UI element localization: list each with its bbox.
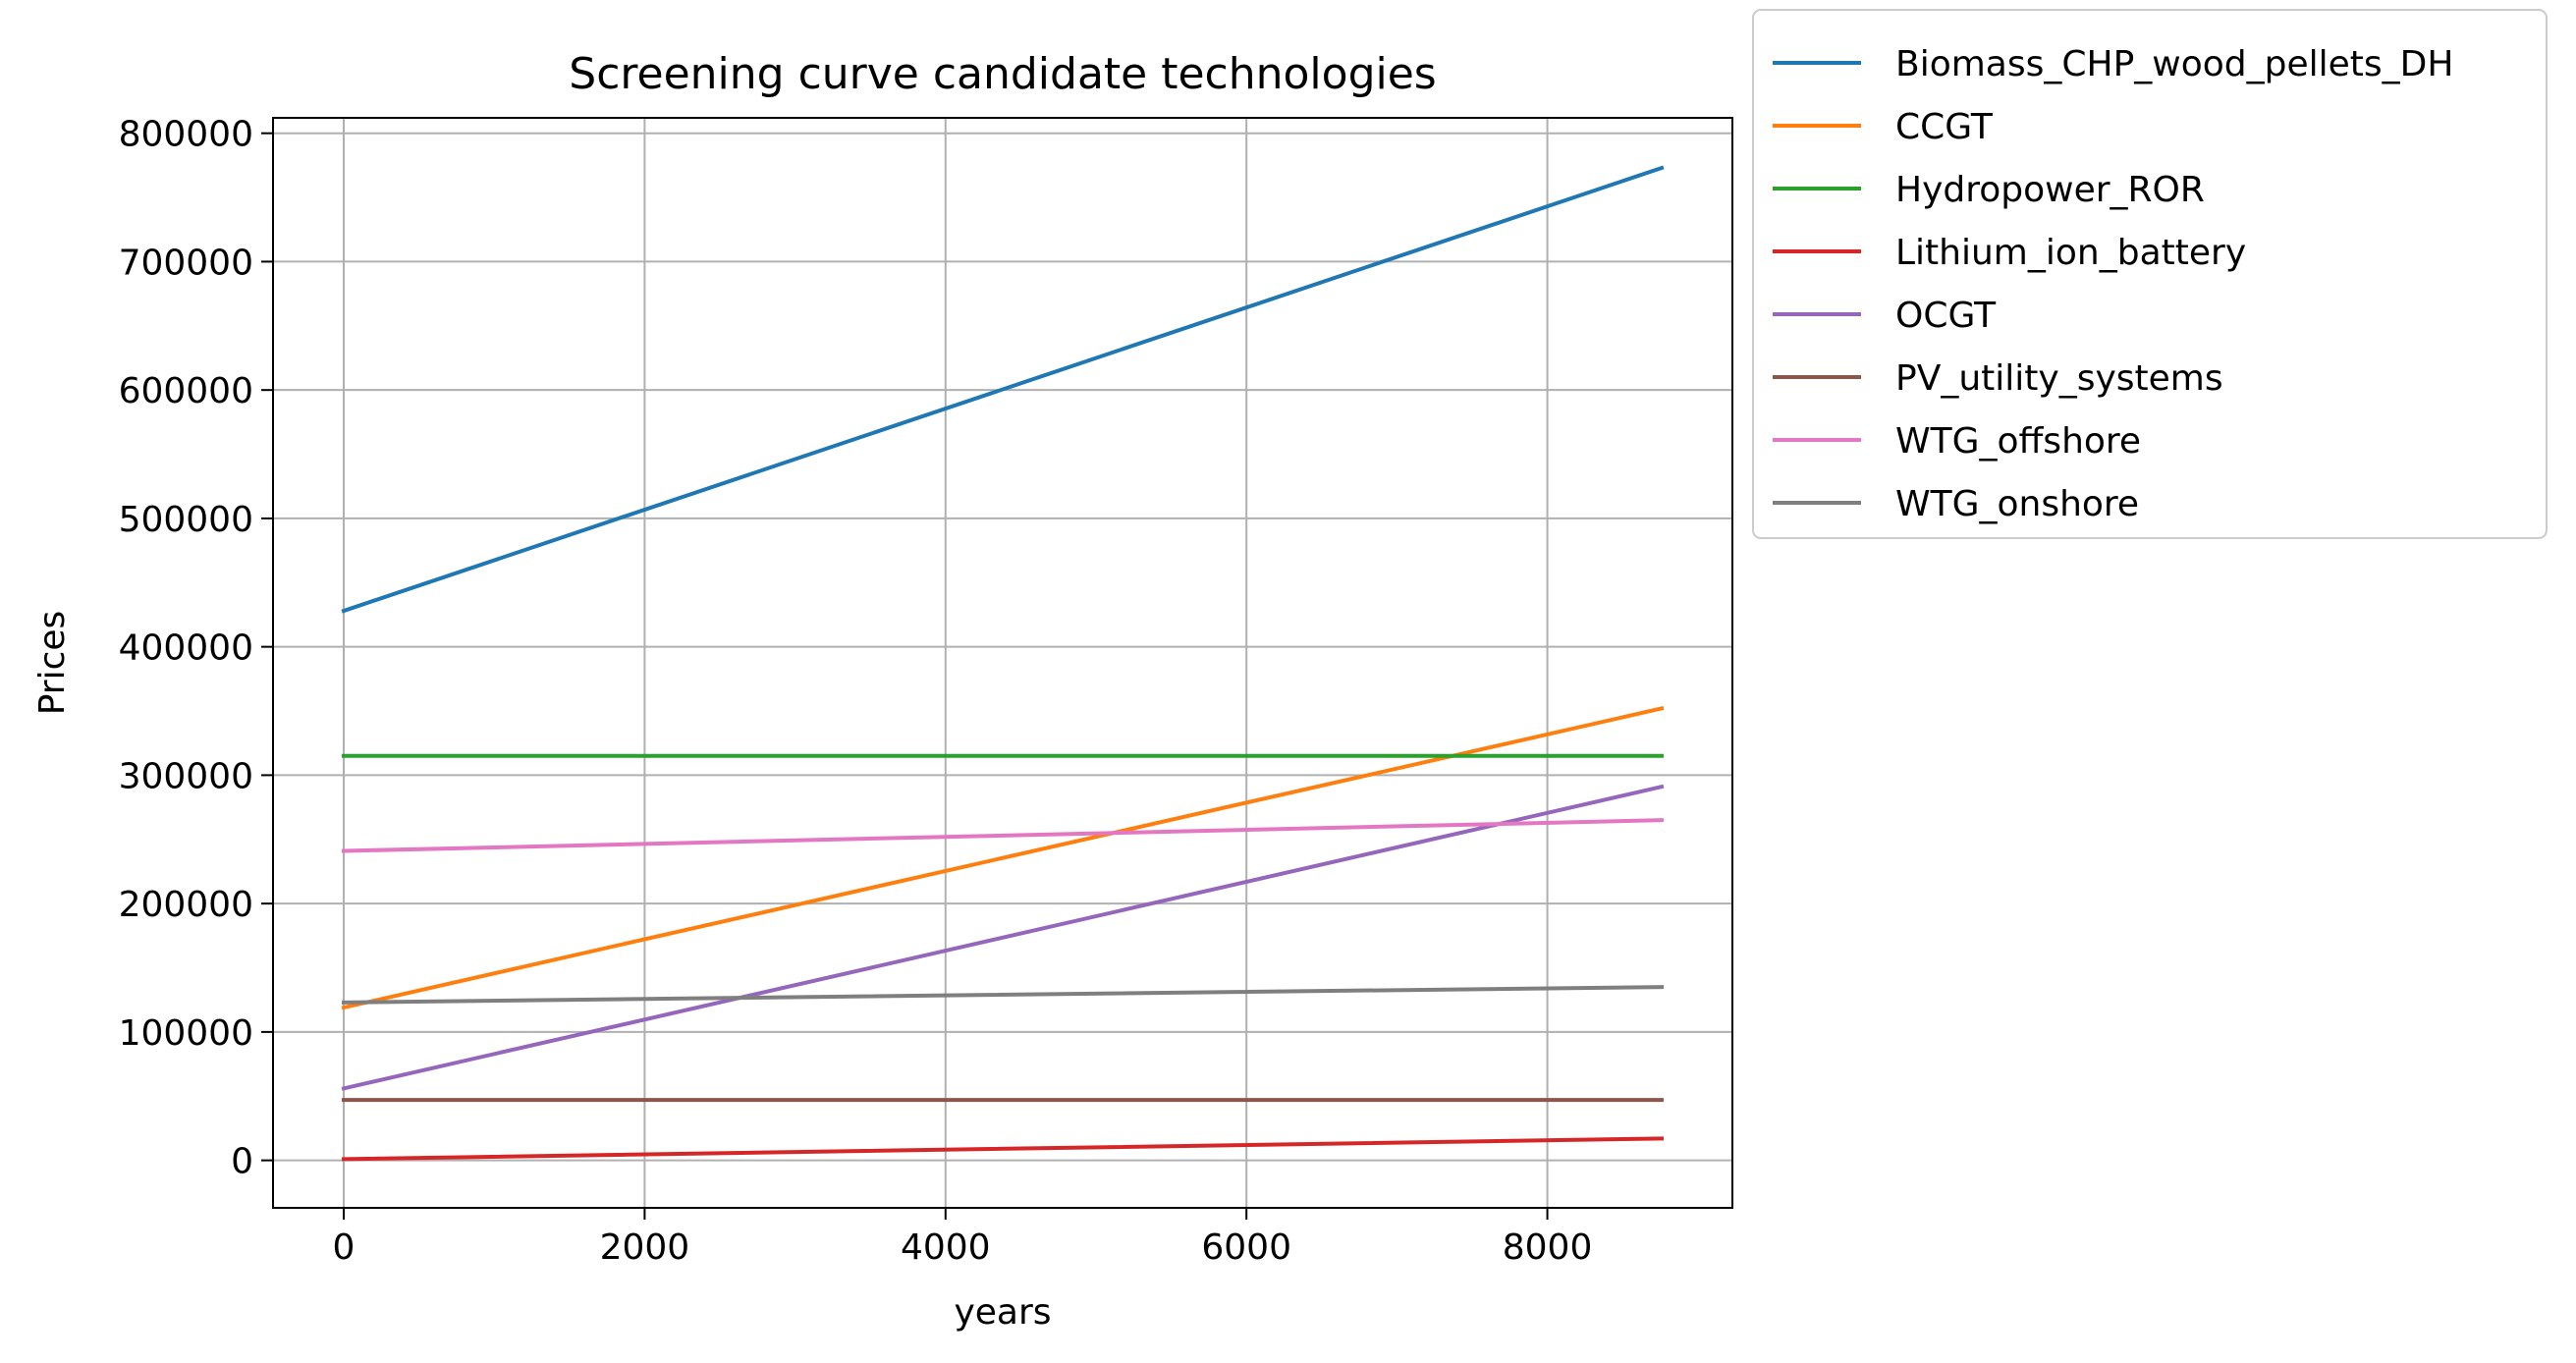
y-tick-label: 700000 [119,243,253,283]
legend-label: WTG_onshore [1895,484,2139,524]
y-tick-label: 200000 [119,885,253,925]
series-line-ocgt [341,784,1665,1091]
series-line-lithium-ion-battery [341,1136,1665,1162]
y-tick-label: 600000 [119,371,253,411]
y-tick-label: 0 [231,1142,253,1182]
legend: Biomass_CHP_wood_pellets_DH CCGT Hydropowe… [1752,9,2548,539]
legend-label: WTG_offshore [1895,421,2141,462]
x-tick-label: 8000 [1503,1227,1593,1268]
series-line-ccgt [341,706,1665,1010]
x-tick-label: 6000 [1201,1227,1291,1268]
legend-label: Biomass_CHP_wood_pellets_DH [1895,44,2453,84]
y-tick-label: 800000 [119,115,253,155]
y-tick-label: 400000 [119,628,253,669]
y-tick-label: 500000 [119,500,253,540]
y-axis-label: Prices [32,611,73,716]
series-line-wtg-offshore [341,818,1665,853]
y-tick-label: 100000 [119,1013,253,1054]
plot-frame [272,117,1733,1209]
legend-label: Lithium_ion_battery [1895,233,2246,273]
legend-label: OCGT [1895,296,1997,336]
legend-label: Hydropower_ROR [1895,170,2205,210]
legend-label: CCGT [1895,107,1994,147]
series-line-wtg-onshore [341,985,1665,1005]
chart-title: Screening curve candidate technologies [569,49,1436,99]
x-tick-label: 4000 [901,1227,991,1268]
x-axis-label: years [954,1292,1051,1333]
series-line-biomass-chp-wood-pellets-dh [341,165,1665,614]
axis-ticks: 0 2000 4000 6000 8000 0 100000 200000 300000 4000… [119,115,1593,1268]
x-tick-label: 2000 [600,1227,690,1268]
grid [273,118,1732,1208]
legend-label: PV_utility_systems [1895,358,2223,399]
y-tick-label: 300000 [119,756,253,796]
legend-frame [1752,9,2548,539]
x-tick-label: 0 [333,1227,356,1268]
plot-lines [341,165,1665,1162]
